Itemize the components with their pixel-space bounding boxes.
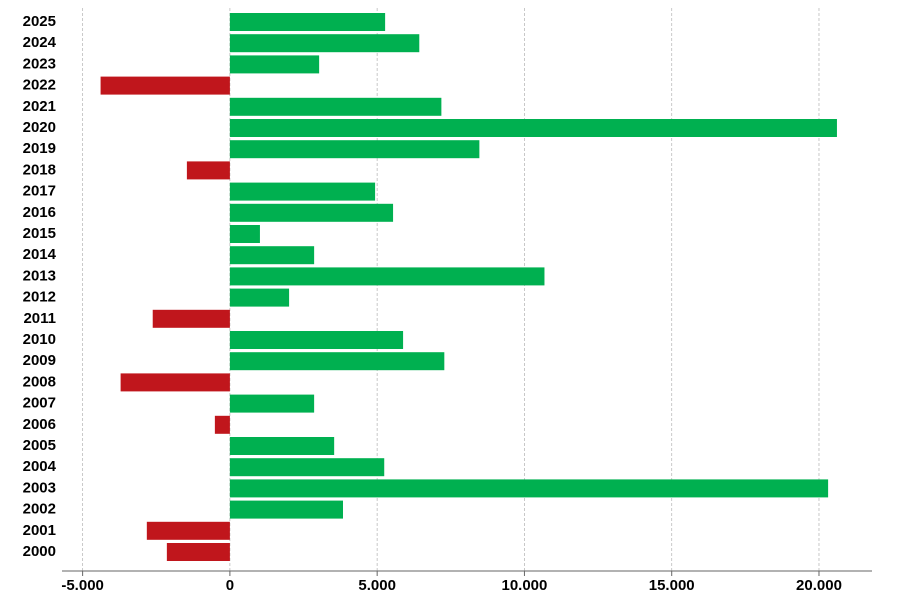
bar [229,13,386,31]
bar [229,182,376,201]
y-tick-label: 2013 [23,267,56,284]
bar [229,267,545,286]
y-tick-label: 2005 [23,437,56,454]
bar [229,500,343,519]
bar [100,76,230,95]
y-tick-label: 2004 [23,458,57,475]
y-tick-label: 2006 [23,416,56,433]
bar [229,458,385,477]
y-tick-label: 2002 [23,501,56,518]
bar [229,97,442,116]
y-tick-label: 2009 [23,352,56,369]
y-tick-label: 2017 [23,183,56,200]
bar [229,246,315,265]
bar [229,225,260,243]
y-tick-label: 2025 [23,13,56,30]
y-tick-label: 2011 [23,310,56,327]
y-tick-label: 2015 [23,225,56,242]
y-tick-label: 2020 [23,119,56,136]
x-tick-label: 10.000 [501,577,547,594]
y-tick-label: 2012 [23,289,56,306]
x-tick-label: 20.000 [796,577,842,594]
y-tick-label: 2021 [23,98,56,115]
y-tick-label: 2007 [23,395,56,412]
y-tick-label: 2003 [23,479,56,496]
bar [229,331,404,349]
bar [229,34,420,53]
x-tick-label: 5.000 [358,577,396,594]
bar [229,55,320,74]
bar [229,288,290,307]
bar [229,479,829,498]
bar [166,543,230,561]
y-tick-label: 2018 [23,161,56,178]
y-tick-label: 2024 [23,34,57,51]
bar [229,140,480,159]
bar [229,203,394,222]
bar [186,161,230,180]
x-tick-label: 0 [226,577,234,594]
y-tick-label: 2010 [23,331,56,348]
x-tick-label: 15.000 [649,577,695,594]
bar [120,373,230,392]
bar [152,309,230,328]
y-tick-label: 2014 [23,246,57,263]
bar [214,415,230,434]
y-tick-label: 2022 [23,77,56,94]
y-tick-label: 2023 [23,55,56,72]
y-tick-label: 2008 [23,373,56,390]
y-tick-label: 2001 [23,522,56,539]
y-tick-label: 2019 [23,140,56,157]
bar [146,521,230,540]
bar [229,119,837,137]
bar [229,394,315,413]
y-tick-label: 2000 [23,543,56,560]
bar [229,352,445,371]
x-tick-label: -5.000 [61,577,104,594]
bar [229,437,335,455]
y-tick-label: 2016 [23,204,56,221]
